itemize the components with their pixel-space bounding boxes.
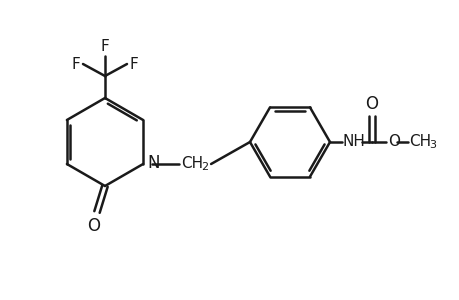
Text: 3: 3 [428, 140, 435, 150]
Text: F: F [71, 56, 80, 71]
Text: O: O [87, 217, 100, 235]
Text: O: O [387, 134, 399, 148]
Text: F: F [130, 56, 139, 71]
Text: 2: 2 [201, 162, 208, 172]
Text: N: N [147, 154, 159, 172]
Text: CH: CH [181, 155, 203, 170]
Text: F: F [101, 39, 109, 54]
Text: CH: CH [408, 134, 430, 148]
Text: NH: NH [342, 134, 365, 148]
Text: O: O [365, 95, 378, 113]
